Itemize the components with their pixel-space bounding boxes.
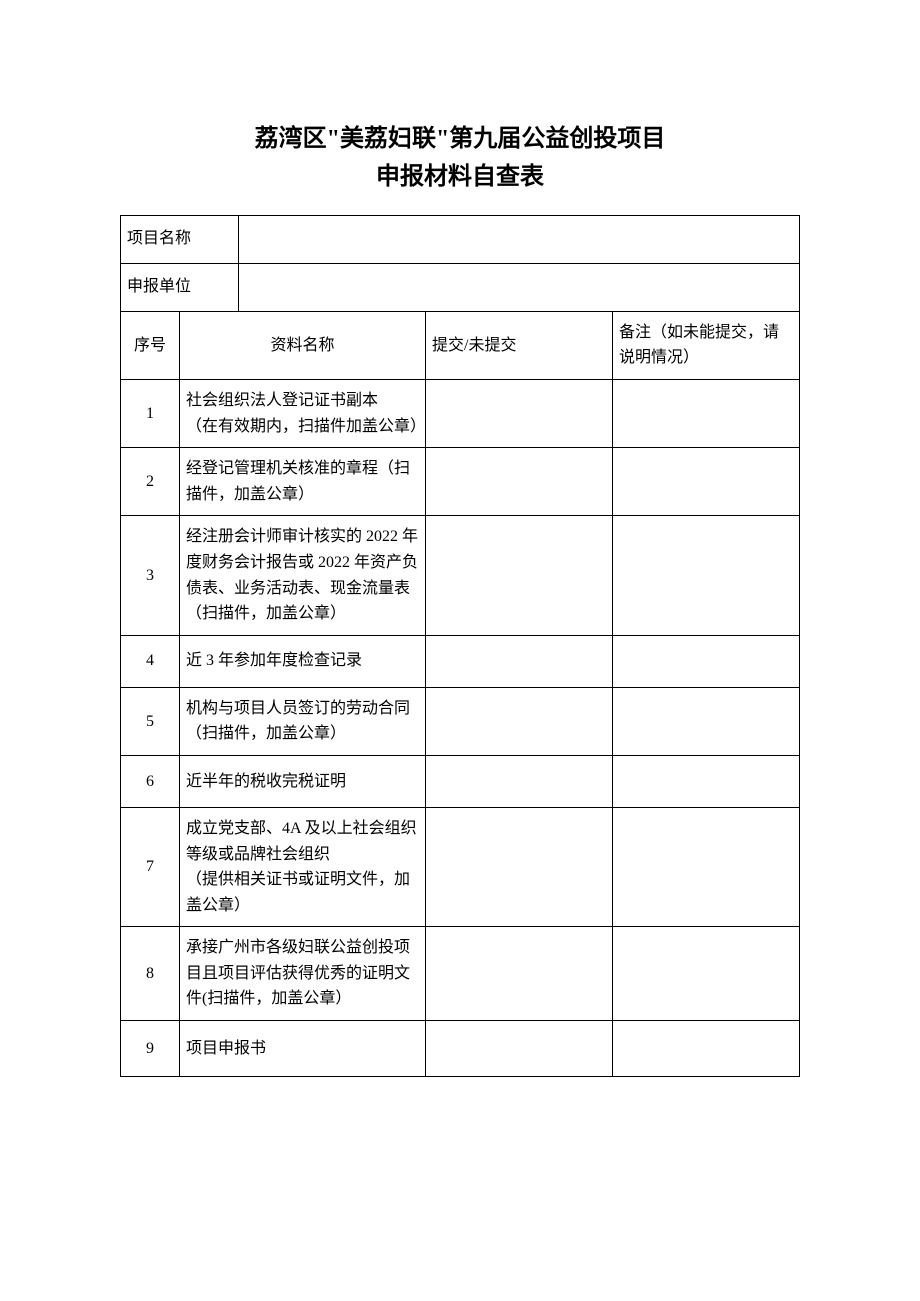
document-title: 荔湾区"美荔妇联"第九届公益创投项目 申报材料自查表 <box>120 120 800 197</box>
row-name: 经登记管理机关核准的章程（扫描件，加盖公章） <box>180 448 426 516</box>
row-name: 近 3 年参加年度检查记录 <box>180 635 426 687</box>
header-submit-status: 提交/未提交 <box>426 311 613 379</box>
row-remark <box>613 635 800 687</box>
applicant-unit-label: 申报单位 <box>121 263 239 311</box>
project-name-value <box>239 215 800 263</box>
applicant-unit-row: 申报单位 <box>121 263 800 311</box>
row-remark <box>613 448 800 516</box>
row-submit <box>426 516 613 635</box>
row-seq: 2 <box>121 448 180 516</box>
row-remark <box>613 516 800 635</box>
row-name: 社会组织法人登记证书副本（在有效期内，扫描件加盖公章） <box>180 379 426 447</box>
row-name: 项目申报书 <box>180 1021 426 1077</box>
row-name: 近半年的税收完税证明 <box>180 755 426 807</box>
row-seq: 7 <box>121 807 180 926</box>
row-remark <box>613 379 800 447</box>
row-submit <box>426 687 613 755</box>
title-line-1: 荔湾区"美荔妇联"第九届公益创投项目 <box>120 120 800 158</box>
row-submit <box>426 927 613 1021</box>
row-submit <box>426 807 613 926</box>
header-material-name: 资料名称 <box>180 311 426 379</box>
row-name: 机构与项目人员签订的劳动合同（扫描件，加盖公章） <box>180 687 426 755</box>
project-name-label: 项目名称 <box>121 215 239 263</box>
table-row: 5 机构与项目人员签订的劳动合同（扫描件，加盖公章） <box>121 687 800 755</box>
row-seq: 5 <box>121 687 180 755</box>
table-row: 3 经注册会计师审计核实的 2022 年度财务会计报告或 2022 年资产负债表… <box>121 516 800 635</box>
table-row: 6 近半年的税收完税证明 <box>121 755 800 807</box>
applicant-unit-value <box>239 263 800 311</box>
row-submit <box>426 1021 613 1077</box>
row-remark <box>613 807 800 926</box>
row-seq: 4 <box>121 635 180 687</box>
header-remark: 备注（如未能提交，请说明情况） <box>613 311 800 379</box>
table-row: 4 近 3 年参加年度检查记录 <box>121 635 800 687</box>
table-row: 1 社会组织法人登记证书副本（在有效期内，扫描件加盖公章） <box>121 379 800 447</box>
row-submit <box>426 755 613 807</box>
row-name: 成立党支部、4A 及以上社会组织等级或品牌社会组织（提供相关证书或证明文件，加盖… <box>180 807 426 926</box>
row-seq: 6 <box>121 755 180 807</box>
row-seq: 8 <box>121 927 180 1021</box>
row-name: 经注册会计师审计核实的 2022 年度财务会计报告或 2022 年资产负债表、业… <box>180 516 426 635</box>
row-remark <box>613 1021 800 1077</box>
row-submit <box>426 635 613 687</box>
table-header-row: 序号 资料名称 提交/未提交 备注（如未能提交，请说明情况） <box>121 311 800 379</box>
row-seq: 1 <box>121 379 180 447</box>
row-seq: 9 <box>121 1021 180 1077</box>
table-row: 7 成立党支部、4A 及以上社会组织等级或品牌社会组织（提供相关证书或证明文件，… <box>121 807 800 926</box>
row-name: 承接广州市各级妇联公益创投项目且项目评估获得优秀的证明文件(扫描件，加盖公章） <box>180 927 426 1021</box>
project-name-row: 项目名称 <box>121 215 800 263</box>
row-remark <box>613 927 800 1021</box>
row-remark <box>613 755 800 807</box>
table-row: 9 项目申报书 <box>121 1021 800 1077</box>
row-seq: 3 <box>121 516 180 635</box>
row-submit <box>426 379 613 447</box>
row-submit <box>426 448 613 516</box>
row-remark <box>613 687 800 755</box>
header-seq: 序号 <box>121 311 180 379</box>
checklist-table: 项目名称 申报单位 序号 资料名称 提交/未提交 备注（如未能提交，请说明情况）… <box>120 215 800 1077</box>
table-row: 2 经登记管理机关核准的章程（扫描件，加盖公章） <box>121 448 800 516</box>
table-row: 8 承接广州市各级妇联公益创投项目且项目评估获得优秀的证明文件(扫描件，加盖公章… <box>121 927 800 1021</box>
title-line-2: 申报材料自查表 <box>120 158 800 196</box>
